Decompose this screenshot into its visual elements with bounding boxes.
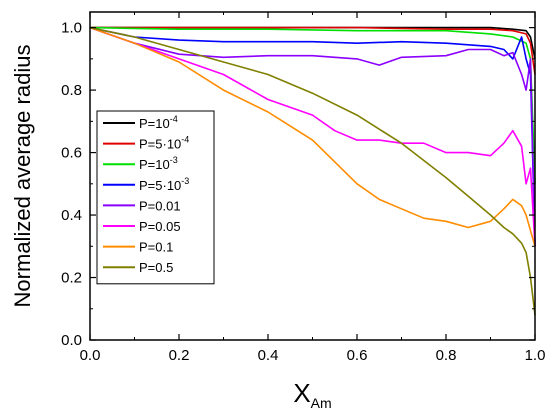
legend-entry-exponent: -4 (170, 114, 178, 124)
legend-entry-name: P=5·10 (139, 178, 181, 193)
legend-entry-label: P=0.05 (139, 219, 181, 234)
legend: P=10-4P=5·10-4P=10-3P=5·10-3P=0.01P=0.05… (96, 110, 215, 285)
series-line (89, 26, 536, 247)
series-line (89, 26, 536, 184)
x-tick-label: 0.4 (258, 347, 279, 364)
legend-entry-name: P=0.01 (139, 198, 181, 213)
y-axis-title: Normalized average radius (10, 45, 35, 308)
series-layer (89, 26, 536, 316)
series-line (89, 26, 536, 247)
legend-entry-name: P=10 (139, 116, 170, 131)
x-axis-title-main: X (293, 378, 310, 408)
legend-entry-name: P=5·10 (139, 137, 181, 152)
axis-ticks (89, 12, 536, 341)
x-axis-title: XAm (293, 378, 331, 411)
y-tick-labels: 0.0 0.2 0.4 0.6 0.8 1.0 (61, 20, 82, 349)
x-tick-label: 0.6 (347, 347, 368, 364)
legend-entry-name: P=10 (139, 157, 170, 172)
legend-entry-label: P=5·10-3 (139, 176, 189, 193)
y-tick-label: 0.4 (61, 207, 82, 224)
x-tick-label: 0.0 (80, 347, 101, 364)
legend-entry-label: P=10-3 (139, 155, 178, 172)
x-axis-title-subscript: Am (311, 395, 332, 411)
y-tick-label: 0.8 (61, 82, 82, 99)
series-line (90, 26, 536, 75)
series-line (89, 26, 536, 247)
legend-entry-name: P=0.5 (139, 260, 173, 275)
legend-box (96, 110, 215, 285)
y-tick-label: 0.6 (61, 145, 82, 162)
legend-entry-exponent: -4 (181, 135, 189, 145)
legend-entry-label: P=0.01 (139, 198, 181, 213)
legend-entry-name: P=0.05 (139, 219, 181, 234)
series-line (89, 26, 536, 316)
legend-entry-label: P=0.5 (139, 260, 173, 275)
legend-entry-label: P=5·10-4 (139, 135, 189, 152)
legend-entry-name: P=0.1 (139, 240, 173, 255)
y-tick-label: 1.0 (61, 20, 82, 37)
x-tick-label: 1.0 (525, 347, 546, 364)
x-tick-label: 0.8 (436, 347, 457, 364)
legend-entry-label: P=0.1 (139, 240, 173, 255)
legend-entry-exponent: -3 (181, 176, 189, 186)
series-line (89, 26, 536, 247)
x-tick-label: 0.2 (169, 347, 190, 364)
y-tick-label: 0.0 (61, 332, 82, 349)
legend-entry-exponent: -3 (170, 155, 178, 165)
x-tick-labels: 0.0 0.2 0.4 0.6 0.8 1.0 (80, 347, 546, 364)
y-tick-label: 0.2 (61, 270, 82, 287)
legend-entry-label: P=10-4 (139, 114, 178, 131)
